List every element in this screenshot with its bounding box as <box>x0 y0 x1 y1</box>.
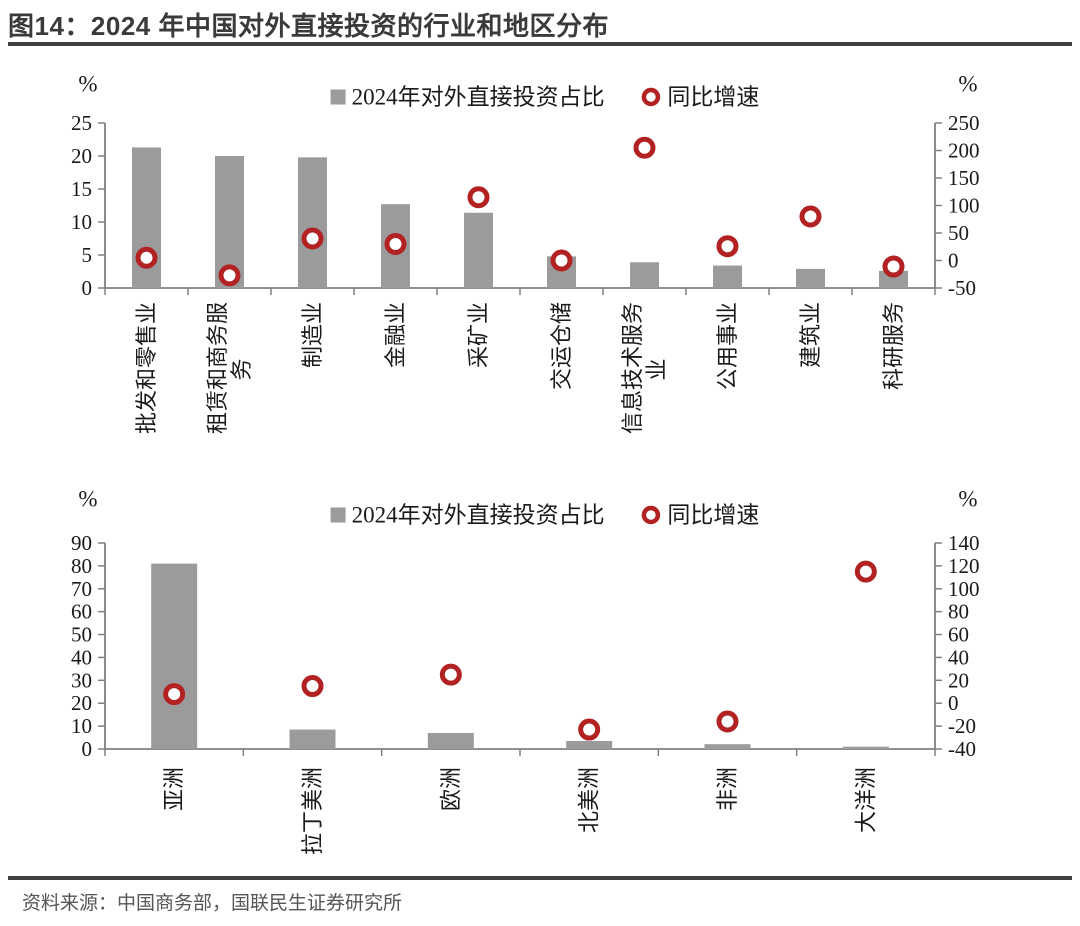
category-label: 科研服务 <box>881 302 906 390</box>
right-axis-tick-label: -40 <box>948 737 976 761</box>
category-label: 拉丁美洲 <box>300 767 325 855</box>
right-axis-tick-label: -50 <box>948 276 976 300</box>
left-axis-tick-label: 10 <box>71 714 92 738</box>
bar-3 <box>427 732 474 749</box>
growth-marker-6 <box>854 560 877 583</box>
growth-marker-3 <box>301 227 324 250</box>
left-axis-tick-label: 40 <box>71 645 92 669</box>
left-axis-title: % <box>78 487 97 512</box>
bar-8 <box>713 265 742 288</box>
right-axis-tick-label: -20 <box>948 714 976 738</box>
left-axis-title: % <box>78 72 97 97</box>
growth-marker-2 <box>301 675 324 698</box>
legend-dot-label: 同比增速 <box>667 503 759 528</box>
left-axis-tick-label: 90 <box>71 531 92 555</box>
category-label: 交运仓储 <box>549 302 574 390</box>
growth-marker-2 <box>218 264 241 287</box>
left-axis-tick-label: 25 <box>71 111 92 135</box>
category-label: 亚洲 <box>162 767 187 811</box>
category-label: 批发和零售业 <box>134 302 159 434</box>
left-axis-tick-label: 0 <box>82 737 93 761</box>
right-axis-tick-label: 100 <box>948 577 980 601</box>
growth-marker-4 <box>578 718 601 741</box>
growth-marker-6 <box>550 249 573 272</box>
bar-3 <box>298 157 327 288</box>
left-axis-tick-label: 30 <box>71 668 92 692</box>
bar-10 <box>879 270 908 288</box>
category-label: 制造业 <box>300 302 325 368</box>
legend-bar-swatch <box>330 89 346 105</box>
growth-marker-1 <box>163 683 186 706</box>
growth-marker-10 <box>882 255 905 278</box>
footer-rule <box>8 876 1072 880</box>
left-axis-tick-label: 80 <box>71 554 92 578</box>
source-note: 资料来源：中国商务部，国联民生证券研究所 <box>22 893 403 914</box>
category-label: 业 <box>644 358 669 380</box>
bar-6 <box>842 746 889 749</box>
category-label: 采矿业 <box>466 302 491 368</box>
right-axis-tick-label: 40 <box>948 645 969 669</box>
right-axis-tick-label: 120 <box>948 554 980 578</box>
left-axis-tick-label: 10 <box>71 210 92 234</box>
right-axis-tick-label: 60 <box>948 623 969 647</box>
growth-marker-1 <box>135 246 158 269</box>
growth-marker-3 <box>439 663 462 686</box>
growth-marker-5 <box>716 710 739 733</box>
growth-marker-7 <box>633 136 656 159</box>
category-label: 务 <box>229 358 254 380</box>
category-label: 建筑业 <box>798 302 823 368</box>
category-label: 信息技术服务 <box>620 302 645 434</box>
left-axis-tick-label: 20 <box>71 691 92 715</box>
right-axis-tick-label: 100 <box>948 194 980 218</box>
legend-ring-swatch <box>641 505 661 525</box>
right-axis-tick-label: 20 <box>948 668 969 692</box>
right-axis-tick-label: 140 <box>948 531 980 555</box>
category-label: 非洲 <box>715 767 740 811</box>
category-label: 大洋洲 <box>853 767 878 833</box>
category-label: 公用事业 <box>715 302 740 390</box>
right-axis-title: % <box>958 487 977 512</box>
bar-2 <box>289 729 336 749</box>
right-axis-tick-label: 80 <box>948 600 969 624</box>
growth-marker-5 <box>467 186 490 209</box>
left-axis-tick-label: 70 <box>71 577 92 601</box>
bar-4 <box>566 740 613 749</box>
right-axis-tick-label: 200 <box>948 139 980 163</box>
category-label: 租赁和商务服 <box>205 302 230 434</box>
category-label: 金融业 <box>383 302 408 368</box>
legend-bar-swatch <box>330 507 346 523</box>
left-axis-tick-label: 0 <box>82 276 93 300</box>
right-axis-tick-label: 50 <box>948 221 969 245</box>
right-axis-tick-label: 0 <box>948 249 959 273</box>
right-axis-tick-label: 0 <box>948 691 959 715</box>
category-label: 北美洲 <box>577 767 602 833</box>
bar-7 <box>630 262 659 288</box>
bar-1 <box>151 563 198 749</box>
legend-bar-label: 2024年对外直接投资占比 <box>352 85 605 110</box>
title-rule <box>8 42 1072 46</box>
left-axis-tick-label: 60 <box>71 600 92 624</box>
left-axis-tick-label: 50 <box>71 623 92 647</box>
bar-5 <box>464 212 493 288</box>
left-axis-tick-label: 20 <box>71 144 92 168</box>
right-axis-tick-label: 250 <box>948 111 980 135</box>
left-axis-tick-label: 15 <box>71 177 92 201</box>
right-axis-title: % <box>958 72 977 97</box>
legend-ring-swatch <box>641 87 661 107</box>
legend-bar-label: 2024年对外直接投资占比 <box>352 503 605 528</box>
left-axis-tick-label: 5 <box>82 243 93 267</box>
growth-marker-8 <box>716 235 739 258</box>
category-label: 欧洲 <box>438 767 463 811</box>
growth-marker-9 <box>799 205 822 228</box>
figure-title: 图14：2024 年中国对外直接投资的行业和地区分布 <box>8 11 609 41</box>
growth-marker-4 <box>384 233 407 255</box>
right-axis-tick-label: 150 <box>948 166 980 190</box>
bar-5 <box>704 744 751 749</box>
legend-dot-label: 同比增速 <box>667 85 759 110</box>
bar-9 <box>796 268 825 288</box>
